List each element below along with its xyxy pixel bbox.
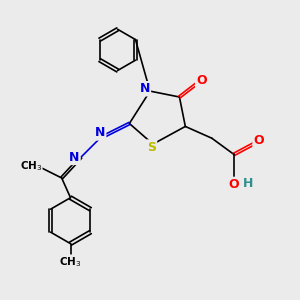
Text: O: O	[196, 74, 207, 87]
Text: N: N	[95, 126, 105, 140]
Text: N: N	[69, 151, 80, 164]
Text: O: O	[254, 134, 264, 147]
Text: N: N	[140, 82, 150, 95]
Text: CH$_3$: CH$_3$	[59, 255, 82, 269]
Text: CH$_3$: CH$_3$	[20, 159, 42, 173]
Text: O: O	[229, 178, 239, 191]
Text: S: S	[147, 141, 156, 154]
Text: H: H	[243, 177, 253, 190]
